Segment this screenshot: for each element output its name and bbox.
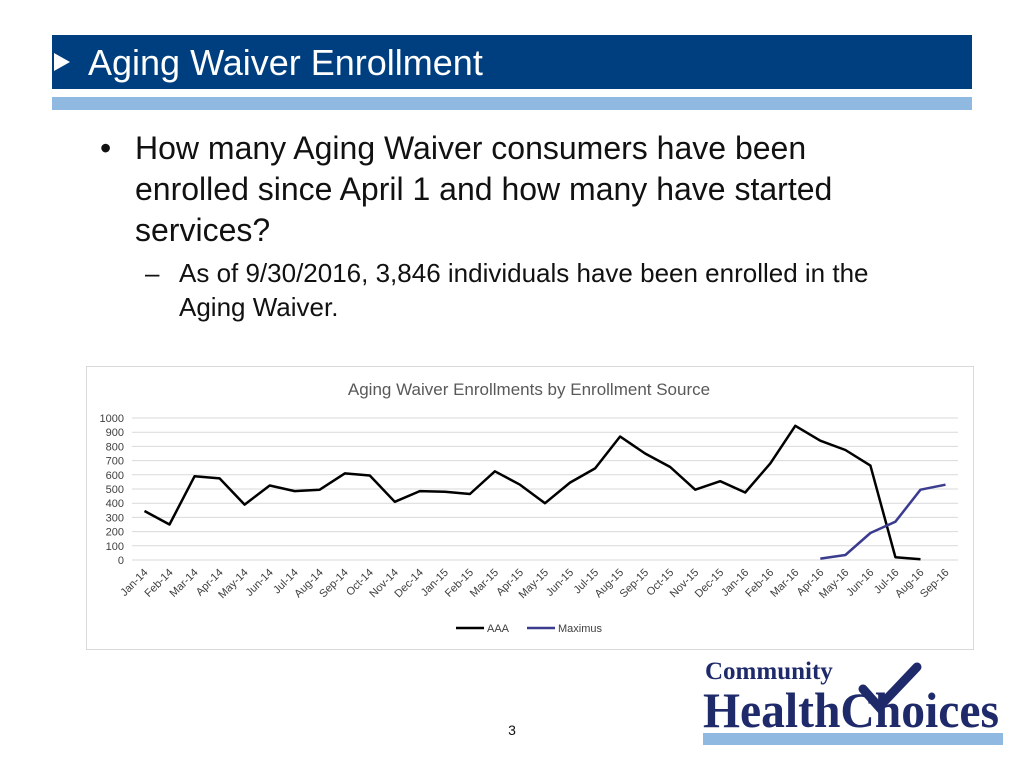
slide-title: Aging Waiver Enrollment [88,42,483,83]
logo-line2: HealthChoices [703,682,999,738]
series-line-maximus [820,483,946,560]
enrollment-chart: Aging Waiver Enrollments by Enrollment S… [100,380,958,635]
logo-health: Health [703,682,841,738]
x-tick-label: Jun-14 [244,567,276,599]
legend-label-aaa: AAA [487,623,510,635]
y-tick-label: 1000 [100,413,124,425]
y-tick-label: 800 [106,441,124,453]
title-bar [52,35,972,89]
chart-title: Aging Waiver Enrollments by Enrollment S… [348,380,710,399]
bullet-icon: • [100,130,112,166]
question-text: How many Aging Waiver consumers have bee… [135,130,833,248]
y-tick-label: 200 [106,527,124,539]
y-tick-label: 900 [106,427,124,439]
x-tick-label: Jun-16 [844,567,876,599]
page-number: 3 [508,722,516,738]
logo-checkmark-icon [858,662,922,714]
title-arrow-icon [54,53,70,71]
legend-label-maximus: Maximus [558,623,603,635]
logo-underline [703,733,1003,745]
x-tick-label: Jun-15 [544,567,576,599]
chart-frame [86,366,974,650]
series-line-aaa [143,424,921,561]
y-tick-label: 300 [106,512,124,524]
x-tick-label: Mar-15 [468,567,501,600]
answer-text: As of 9/30/2016, 3,846 individuals have … [179,258,869,322]
community-healthchoices-logo: Community HealthChoices [703,658,1003,745]
y-tick-label: 100 [106,541,124,553]
y-tick-label: 400 [106,498,124,510]
logo-line1: Community [705,658,833,685]
y-tick-label: 600 [106,470,124,482]
x-tick-label: Mar-14 [168,567,201,600]
y-tick-label: 500 [106,484,124,496]
y-tick-label: 0 [118,555,124,567]
dash-icon: – [145,258,160,288]
x-tick-label: Mar-16 [768,567,801,600]
y-tick-label: 700 [106,456,124,468]
title-underline [52,97,972,110]
